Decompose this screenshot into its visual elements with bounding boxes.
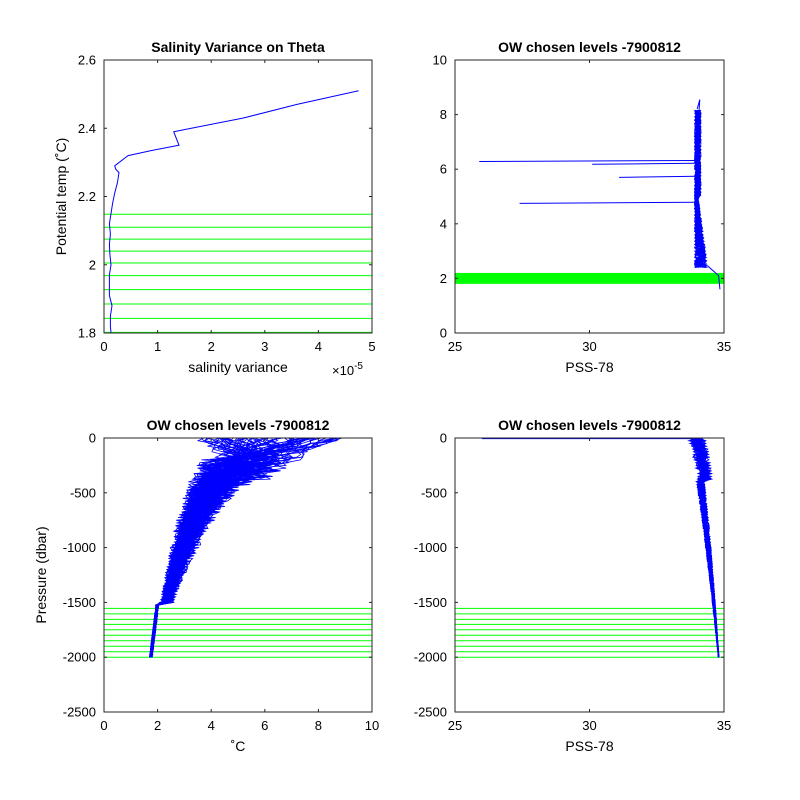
ts-profile-top bbox=[696, 99, 701, 121]
y-axis-label: Potential temp (˚C) bbox=[53, 138, 69, 255]
y-tick-label: 0 bbox=[440, 326, 447, 341]
y-tick-label: 8 bbox=[440, 107, 447, 122]
x-tick-label: 8 bbox=[315, 718, 322, 733]
x-tick-label: 25 bbox=[448, 718, 462, 733]
y-tick-label: 2.4 bbox=[78, 121, 96, 136]
variance-profile-line bbox=[108, 90, 359, 334]
ts-profile-line bbox=[693, 109, 706, 268]
salinity-profile-line bbox=[694, 437, 720, 658]
panel-title: OW chosen levels -7900812 bbox=[498, 39, 681, 55]
x-tick-label: 35 bbox=[717, 718, 731, 733]
x-tick-label: 0 bbox=[100, 718, 107, 733]
y-tick-label: 2.6 bbox=[78, 53, 96, 68]
ts-profile-line bbox=[693, 110, 706, 268]
panel-title: OW chosen levels -7900812 bbox=[498, 417, 681, 433]
x-tick-label: 6 bbox=[261, 718, 268, 733]
chosen-level-band bbox=[455, 272, 724, 284]
temperature-profile-line bbox=[149, 437, 297, 658]
x-tick-label: 4 bbox=[208, 718, 215, 733]
axes-box bbox=[103, 437, 373, 713]
x-tick-label: 35 bbox=[717, 339, 731, 354]
ts-spike-line bbox=[519, 201, 696, 204]
x-tick-label: 0 bbox=[100, 339, 107, 354]
y-tick-label: -2000 bbox=[414, 650, 447, 665]
salinity-profile-line bbox=[692, 437, 719, 658]
y-tick-label: -500 bbox=[70, 485, 96, 500]
temperature-profile-line bbox=[149, 437, 337, 658]
x-tick-label: 30 bbox=[582, 339, 596, 354]
x-tick-label: 3 bbox=[261, 339, 268, 354]
y-tick-label: -1500 bbox=[414, 595, 447, 610]
x-tick-label: 1 bbox=[154, 339, 161, 354]
y-tick-label: -1500 bbox=[63, 595, 96, 610]
y-tick-label: -2000 bbox=[63, 650, 96, 665]
x-tick-label: 30 bbox=[582, 718, 596, 733]
ts-spike-line bbox=[619, 175, 696, 178]
axes-box bbox=[103, 59, 373, 334]
panel-title: Salinity Variance on Theta bbox=[151, 39, 325, 55]
ts-spike-line bbox=[592, 162, 696, 165]
x-exponent-label: ×10-5 bbox=[332, 361, 363, 378]
axes-box bbox=[454, 59, 725, 334]
x-axis-label: salinity variance bbox=[188, 359, 288, 375]
ts-spike-line bbox=[479, 159, 696, 163]
y-tick-label: 1.8 bbox=[78, 326, 96, 341]
x-tick-label: 10 bbox=[365, 718, 379, 733]
x-tick-label: 4 bbox=[315, 339, 322, 354]
x-tick-label: 2 bbox=[154, 718, 161, 733]
ts-profile-line bbox=[693, 109, 707, 268]
ts-profile-line bbox=[694, 109, 707, 268]
y-tick-label: -1000 bbox=[414, 540, 447, 555]
axes-box bbox=[454, 437, 725, 713]
panel-temperature-pressure: 0 2 4 6 8 10 -2500 -2000 -1500 -1000 -500 0 OW chose… bbox=[33, 417, 379, 754]
y-tick-label: -2500 bbox=[63, 705, 96, 720]
y-axis-label: Pressure (dbar) bbox=[33, 526, 49, 623]
y-tick-label: -500 bbox=[421, 485, 447, 500]
ts-profile-tail bbox=[696, 261, 721, 290]
ts-profile-line bbox=[694, 109, 707, 268]
x-axis-label: PSS-78 bbox=[565, 738, 613, 754]
x-axis-label: ˚C bbox=[231, 738, 246, 754]
y-tick-label: 2 bbox=[89, 257, 96, 272]
y-tick-label: 2 bbox=[440, 271, 447, 286]
y-tick-label: 0 bbox=[89, 431, 96, 446]
panel-salinity-variance: 0 1 2 3 4 5 1.8 2 2.2 2.4 2.6 Salinity Variance on … bbox=[53, 39, 376, 378]
y-tick-label: 4 bbox=[440, 216, 447, 231]
panel-salinity-theta: 25 30 35 0 2 4 6 8 10 OW chosen levels -7900812 PS… bbox=[433, 39, 732, 375]
y-tick-label: 2.2 bbox=[78, 189, 96, 204]
x-tick-label: 25 bbox=[448, 339, 462, 354]
temperature-profile-line bbox=[149, 437, 340, 658]
x-tick-label: 2 bbox=[208, 339, 215, 354]
salinity-profile-line bbox=[690, 437, 719, 658]
salinity-profile-line bbox=[691, 437, 720, 658]
y-tick-label: 10 bbox=[433, 53, 447, 68]
x-tick-label: 5 bbox=[368, 339, 375, 354]
y-tick-label: 0 bbox=[440, 431, 447, 446]
temperature-profile-line bbox=[149, 437, 309, 658]
y-tick-label: 6 bbox=[440, 162, 447, 177]
y-tick-label: -2500 bbox=[414, 705, 447, 720]
y-tick-label: -1000 bbox=[63, 540, 96, 555]
panel-salinity-pressure: 25 30 35 -2500 -2000 -1500 -1000 -500 0 OW chosen… bbox=[414, 417, 731, 754]
x-axis-label: PSS-78 bbox=[565, 359, 613, 375]
panel-title: OW chosen levels -7900812 bbox=[147, 417, 330, 433]
